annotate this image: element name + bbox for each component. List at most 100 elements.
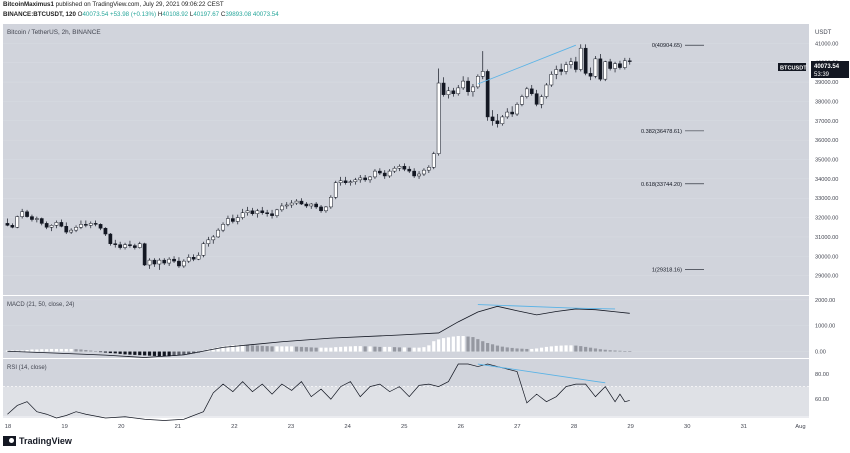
candle-body-up — [623, 60, 627, 68]
candle — [157, 258, 162, 270]
macd-histogram-bar — [162, 351, 166, 357]
macd-trendline[interactable] — [477, 304, 616, 310]
candle — [461, 76, 465, 90]
candle-body-up — [480, 71, 485, 77]
candle-body-down — [108, 233, 113, 244]
candle-body-down — [162, 259, 167, 264]
price-badge-countdown: 53:39 — [814, 72, 830, 78]
macd-histogram-bar — [559, 345, 563, 352]
macd-histogram-bar — [113, 351, 117, 354]
macd-histogram-bar — [231, 345, 235, 352]
candle — [137, 241, 142, 249]
candle — [231, 214, 235, 224]
macd-histogram-bar — [255, 345, 259, 352]
candle-body-down — [177, 260, 181, 267]
rsi-trendline[interactable] — [477, 363, 606, 384]
price-tick-label: 37000.00 — [815, 119, 838, 125]
macd-title: MACD (21, 50, close, 24) — [7, 302, 74, 308]
brand-name: TradingView — [19, 436, 72, 446]
macd-pane[interactable] — [3, 296, 809, 358]
candle — [392, 166, 397, 174]
candle-body-down — [93, 223, 98, 225]
candle — [84, 220, 88, 228]
price-trendline[interactable] — [477, 44, 577, 85]
candle — [627, 57, 632, 65]
candle — [451, 87, 456, 97]
macd-histogram-bar — [530, 348, 534, 352]
macd-histogram-bar — [490, 344, 495, 352]
macd-histogram-bar — [192, 351, 196, 354]
candle — [216, 228, 221, 238]
macd-histogram-bar — [236, 344, 240, 352]
candle — [309, 203, 314, 209]
macd-histogram-bar — [544, 346, 549, 352]
macd-histogram-bar — [5, 350, 10, 352]
macd-histogram-bar — [343, 346, 348, 352]
candle — [373, 169, 377, 179]
candle — [559, 63, 563, 76]
time-tick-label: 19 — [61, 424, 67, 430]
candle-body-up — [324, 206, 328, 212]
candle-body-up — [549, 74, 554, 86]
macd-histogram-bar — [554, 345, 558, 352]
candle — [333, 180, 338, 200]
macd-histogram-bar — [10, 350, 14, 352]
candle-body-up — [417, 173, 421, 177]
candle — [123, 242, 127, 250]
time-tick-label: 30 — [684, 424, 690, 430]
candle-body-up — [348, 181, 353, 183]
candle — [471, 84, 475, 97]
macd-histogram-bar — [98, 351, 103, 353]
close-label: C — [220, 11, 226, 18]
candle — [64, 222, 69, 235]
author-name: BitcoinMaximus1 — [3, 1, 54, 8]
price-currency: USDT — [815, 30, 832, 36]
candle — [476, 74, 480, 89]
macd-histogram-bar — [324, 347, 328, 352]
candle — [108, 233, 113, 246]
time-tick-label: 28 — [571, 424, 577, 430]
macd-histogram-bar — [520, 348, 524, 352]
candle-body-down — [378, 170, 382, 174]
tradingview-brand[interactable]: TradingView — [3, 436, 72, 446]
macd-histogram-bar — [466, 336, 470, 352]
candle-body-up — [333, 182, 338, 198]
candle-body-down — [128, 244, 132, 246]
price-tick-label: 32000.00 — [815, 216, 838, 222]
macd-histogram-bar — [94, 351, 98, 352]
candle — [569, 57, 573, 69]
macd-histogram-bar — [422, 347, 426, 352]
time-tick-label: 24 — [344, 424, 351, 430]
macd-histogram-bar — [270, 346, 274, 352]
candle-body-up — [578, 47, 583, 70]
macd-histogram-bar — [407, 347, 411, 352]
candle — [255, 208, 260, 218]
candle — [574, 56, 578, 73]
candle-body-down — [142, 243, 147, 266]
publish-text: published on TradingView.com, July 29, 2… — [55, 1, 224, 8]
candle-body-up — [564, 64, 568, 72]
macd-histogram-bar — [49, 348, 54, 352]
candle-body-up — [15, 216, 20, 228]
candle — [495, 114, 500, 128]
candle — [583, 44, 588, 76]
candle-body-down — [319, 206, 323, 212]
candle-body-down — [451, 90, 456, 94]
candle — [201, 241, 206, 258]
macd-histogram-bar — [486, 343, 490, 352]
candle-body-up — [476, 76, 480, 88]
candle-body-up — [329, 196, 333, 208]
time-tick-label: Aug — [795, 424, 805, 430]
candle-body-down — [265, 212, 269, 214]
candle-body-down — [299, 200, 304, 205]
candle — [182, 259, 186, 268]
candle-body-down — [44, 223, 49, 228]
macd-histogram-bar — [515, 348, 519, 352]
macd-histogram-bar — [481, 341, 485, 352]
candle — [520, 94, 524, 107]
candle-body-up — [539, 96, 544, 105]
macd-histogram-bar — [329, 347, 333, 352]
pane-title: Bitcoin / TetherUS, 2h, BINANCE — [7, 29, 101, 36]
candle — [177, 257, 181, 268]
